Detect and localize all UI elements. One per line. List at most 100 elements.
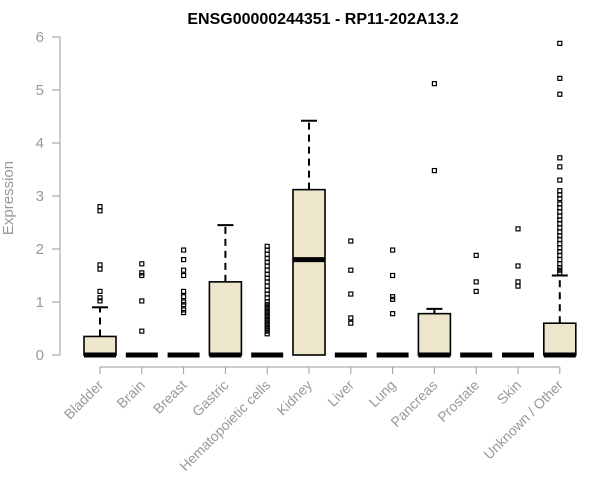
box-10 (502, 226, 534, 358)
outlier-point (139, 328, 145, 334)
outlier-point (97, 262, 103, 268)
outlier-point (557, 188, 563, 194)
outlier-point (139, 272, 145, 279)
box-6 (334, 238, 367, 358)
outlier-point (515, 226, 521, 232)
outlier-point (557, 270, 563, 276)
outlier-point (264, 267, 270, 273)
outlier-point (557, 164, 563, 170)
outlier-point (181, 272, 187, 279)
y-tick-label: 0 (36, 347, 44, 364)
outlier-point (264, 283, 270, 289)
outlier-point (181, 257, 187, 263)
x-tick-label: Liver (324, 377, 357, 410)
outlier-point (97, 295, 103, 301)
outlier-point (264, 320, 270, 326)
y-tick-label: 5 (36, 82, 44, 99)
chart-title: ENSG00000244351 - RP11-202A13.2 (187, 11, 458, 28)
outlier-point (557, 196, 563, 202)
outlier-point (264, 315, 270, 321)
box-7 (376, 247, 409, 358)
x-tick-label: Unknown / Other (480, 377, 566, 463)
y-tick-label: 6 (36, 29, 44, 46)
x-tick-label: Brain (113, 377, 147, 411)
outlier-point (181, 247, 187, 253)
outlier-point (557, 75, 563, 81)
outlier-point (97, 204, 103, 210)
box-body (417, 312, 452, 356)
box-8 (417, 81, 452, 358)
outlier-point (431, 167, 437, 174)
outlier-point (557, 252, 563, 258)
outlier-point (515, 263, 521, 269)
outlier-point (515, 283, 521, 289)
box-5 (292, 119, 326, 356)
y-tick-label: 2 (36, 241, 44, 258)
outlier-point (390, 294, 396, 300)
x-tick-label: Kidney (274, 377, 316, 419)
outlier-point (473, 279, 479, 285)
box-3 (208, 224, 243, 358)
outlier-point (139, 270, 145, 276)
outlier-point (181, 302, 187, 308)
outlier-point (264, 307, 270, 313)
outlier-point (348, 315, 354, 321)
outlier-point (181, 299, 187, 305)
outlier-point (264, 299, 270, 305)
outlier-point (557, 241, 563, 247)
outlier-point (264, 310, 270, 316)
outlier-point (97, 208, 103, 214)
outlier-point (557, 40, 563, 46)
box-body (83, 335, 117, 356)
y-tick-label: 4 (36, 135, 44, 152)
box-1 (125, 261, 158, 358)
boxes-layer (83, 40, 577, 358)
outlier-point (473, 288, 479, 294)
outlier-point (264, 312, 270, 318)
outlier-point (97, 266, 103, 272)
outlier-point (264, 302, 270, 308)
box-9 (460, 252, 493, 358)
y-axis-label: Expression (0, 161, 17, 235)
y-axis: 0 1 2 3 4 5 6 (36, 29, 61, 364)
box-11 (542, 40, 577, 358)
outlier-point (557, 264, 563, 271)
outlier-point (390, 272, 396, 279)
outlier-point (181, 294, 187, 300)
outlier-point (390, 311, 396, 317)
box-4 (251, 243, 284, 358)
outlier-point (97, 288, 103, 294)
outlier-point (473, 252, 479, 258)
outlier-point (557, 257, 563, 263)
box-body (542, 322, 577, 356)
outlier-point (557, 225, 563, 231)
outlier-point (181, 288, 187, 294)
box-2 (167, 247, 200, 358)
outlier-point (515, 279, 521, 285)
outlier-point (264, 304, 270, 310)
outlier-point (348, 320, 354, 326)
outlier-point (557, 155, 563, 161)
outlier-point (181, 267, 187, 273)
outlier-point (557, 177, 563, 183)
outlier-point (557, 209, 563, 215)
outlier-point (264, 323, 270, 329)
outlier-point (181, 307, 187, 313)
outlier-point (181, 310, 187, 316)
outlier-point (139, 261, 145, 267)
box-0 (83, 204, 117, 358)
outlier-point (264, 251, 270, 257)
box-body (208, 281, 243, 356)
outlier-point (390, 296, 396, 302)
outlier-point (348, 267, 354, 273)
outlier-point (264, 331, 270, 337)
outlier-point (264, 325, 270, 332)
box-body (292, 188, 326, 356)
outlier-point (348, 291, 354, 297)
outlier-point (348, 238, 354, 244)
x-tick-label: Breast (150, 377, 190, 417)
x-tick-label: Bladder (61, 377, 107, 423)
outlier-point (431, 81, 437, 87)
